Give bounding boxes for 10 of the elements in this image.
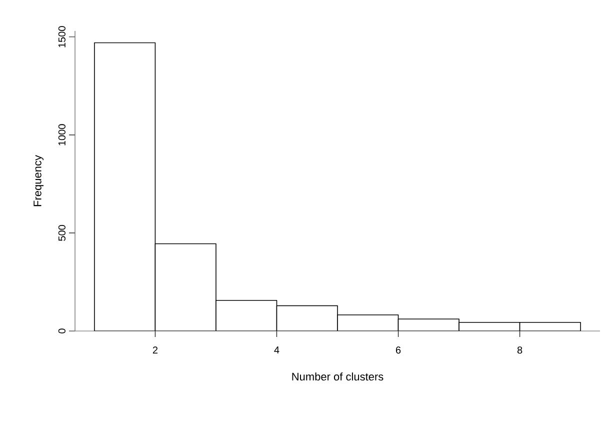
x-tick-label: 6	[396, 346, 401, 354]
y-axis-title: Frequency	[34, 155, 44, 206]
y-tick-label: 0	[58, 328, 66, 334]
y-tick-label: 1500	[58, 26, 66, 48]
x-tick-label: 2	[152, 346, 158, 354]
x-tick-label: 4	[274, 346, 280, 354]
y-tick-label: 1000	[58, 124, 66, 146]
y-tick-label: 500	[58, 224, 66, 241]
x-tick-label: 8	[517, 346, 522, 354]
x-axis-title: Number of clusters	[292, 372, 384, 381]
